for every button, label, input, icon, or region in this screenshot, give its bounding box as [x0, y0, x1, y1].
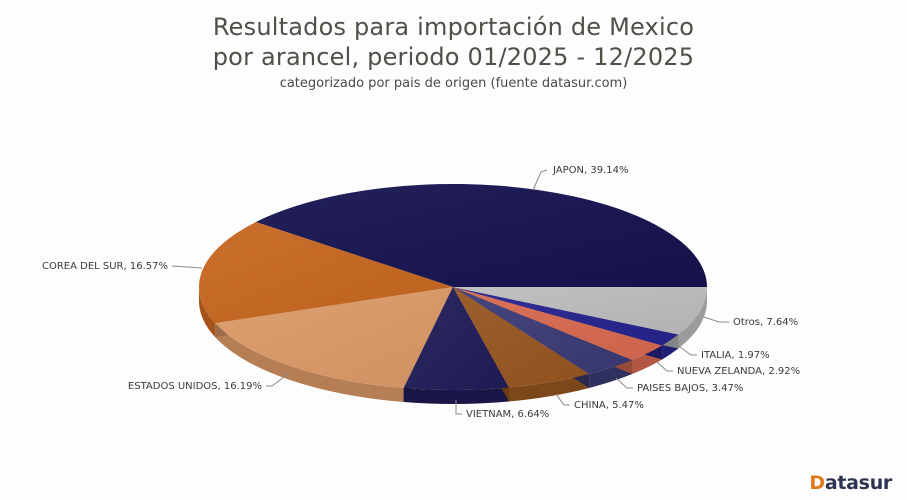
- pie-slice-paises-bajos[interactable]: [453, 287, 633, 374]
- slice-side-corea-del-sur: [199, 287, 216, 338]
- pie-slice-italia[interactable]: [453, 287, 679, 346]
- pie-slice-vietnam[interactable]: [403, 287, 509, 391]
- data-label-corea-del-sur: COREA DEL SUR, 16.57%: [42, 261, 168, 272]
- pie-labels: JAPON, 39.14% COREA DEL SUR, 16.57% ESTADO…: [42, 165, 800, 420]
- pie-slice-nueva-zelanda[interactable]: [453, 287, 663, 360]
- data-label-italia: ITALIA, 1.97%: [701, 350, 770, 361]
- data-label-vietnam: VIETNAM, 6.64%: [466, 409, 549, 420]
- label-connector: [675, 343, 697, 356]
- chart-subtitle: categorizado por pais de origen (fuente …: [279, 76, 628, 91]
- pie-slice-china[interactable]: [453, 287, 590, 388]
- label-connector: [656, 361, 673, 372]
- slice-side-vietnam: [403, 387, 509, 404]
- label-connector: [455, 400, 462, 415]
- label-connector: [555, 393, 570, 406]
- slice-side-estados-unidos: [215, 323, 404, 403]
- logo-initial: D: [809, 472, 825, 494]
- datasur-logo: Datasur: [809, 472, 892, 494]
- label-connector: [532, 169, 548, 191]
- data-label-otros: Otros, 7.64%: [733, 317, 798, 328]
- slice-side-china: [508, 373, 590, 402]
- slice-side-otros: [678, 287, 707, 349]
- pie-slice-otros[interactable]: [453, 287, 707, 335]
- label-connector: [266, 373, 289, 387]
- pie-slices: [199, 184, 708, 391]
- label-connector: [703, 316, 729, 323]
- pie-slice-japon[interactable]: [255, 184, 708, 287]
- chart-title: Resultados para importación de Mexico po…: [0, 12, 907, 72]
- pie-slice-estados-unidos[interactable]: [215, 287, 453, 389]
- data-label-china: CHINA, 5.47%: [574, 400, 644, 411]
- chart-title-line2: por arancel, periodo 01/2025 - 12/2025: [212, 43, 695, 71]
- label-connector: [615, 377, 633, 389]
- data-label-paises-bajos: PAISES BAJOS, 3.47%: [637, 383, 743, 394]
- data-label-japon: JAPON, 39.14%: [552, 165, 628, 176]
- logo-text: atasur: [824, 472, 892, 494]
- pie-slice-corea-del-sur[interactable]: [199, 222, 453, 324]
- data-label-estados-unidos: ESTADOS UNIDOS, 16.19%: [128, 381, 262, 392]
- data-label-nueva-zelanda: NUEVA ZELANDA, 2.92%: [677, 366, 800, 377]
- chart-title-line1: Resultados para importación de Mexico: [212, 13, 695, 41]
- label-connector: [171, 265, 203, 269]
